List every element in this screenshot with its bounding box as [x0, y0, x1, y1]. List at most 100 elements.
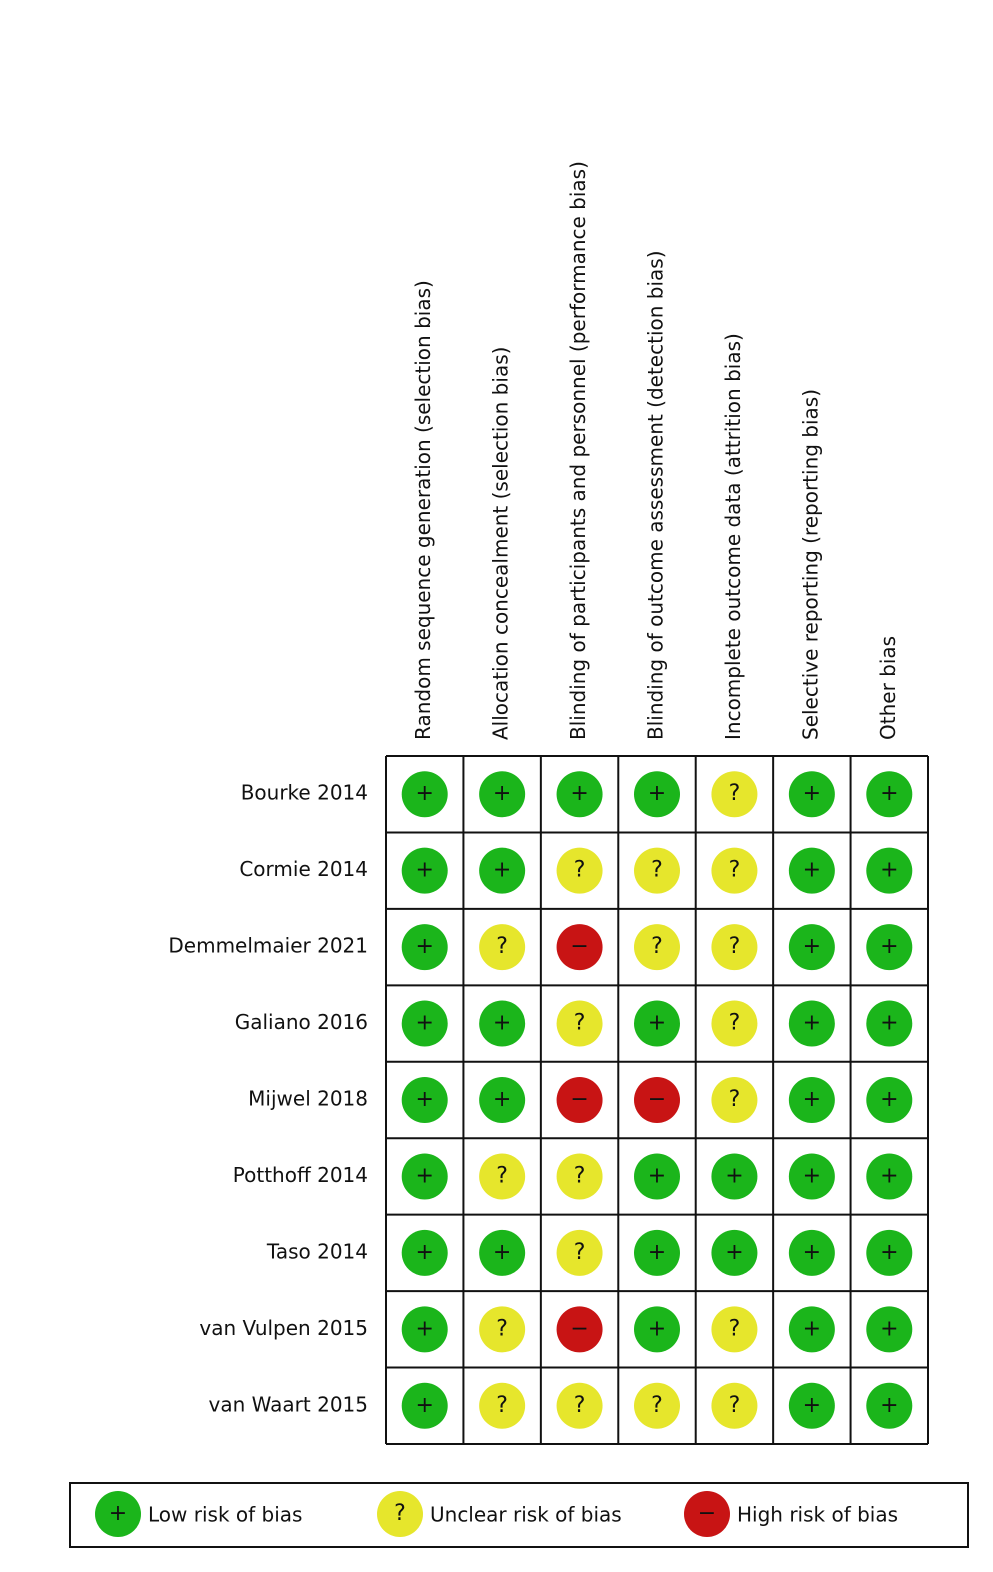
judgment-circle: [479, 1153, 526, 1200]
judgment-symbol: ?: [496, 1163, 508, 1188]
judgment-symbol: +: [415, 1393, 433, 1418]
legend-symbol: +: [109, 1501, 127, 1526]
judgment-symbol: ?: [729, 934, 741, 959]
judgment-symbol: +: [803, 1393, 821, 1418]
study-name: Cormie 2014: [239, 857, 368, 881]
judgment-circle: [556, 847, 603, 894]
judgment-symbol: −: [570, 934, 588, 959]
judgment-symbol: ?: [651, 1393, 663, 1418]
study-name: van Waart 2015: [209, 1392, 368, 1416]
legend-label: Unclear risk of bias: [430, 1503, 622, 1527]
judgment-symbol: ?: [574, 858, 586, 883]
domain-header: Incomplete outcome data (attrition bias): [721, 333, 745, 740]
judgment-symbol: +: [415, 1011, 433, 1036]
judgment-circle: [479, 1229, 526, 1276]
judgment-circle: [634, 1229, 680, 1276]
judgment-circle: [401, 1000, 448, 1047]
judgment-circle: [401, 1382, 448, 1429]
judgment-symbol: +: [415, 1163, 433, 1188]
judgment-symbol: +: [725, 1240, 743, 1265]
judgment-symbol: +: [648, 1163, 666, 1188]
judgment-circle: [788, 1153, 835, 1200]
judgment-circle: [866, 1229, 913, 1276]
judgment-circle: [479, 847, 526, 894]
judgment-circle: [788, 1306, 835, 1353]
judgment-circle: [556, 924, 603, 971]
judgment-symbol: +: [880, 858, 898, 883]
judgment-symbol: ?: [729, 1011, 741, 1036]
judgment-symbol: +: [415, 1316, 433, 1341]
judgment-circle: [479, 1306, 526, 1353]
judgment-circle: [711, 1229, 758, 1276]
judgment-symbol: +: [803, 781, 821, 806]
judgment-circle: [788, 1077, 835, 1123]
judgment-circle: [479, 1077, 526, 1123]
judgment-circle: [556, 1153, 603, 1200]
judgment-symbol: +: [570, 781, 588, 806]
domain-header: Random sequence generation (selection bi…: [411, 280, 435, 740]
judgment-symbol: +: [648, 1316, 666, 1341]
judgment-circle: [634, 771, 680, 818]
judgment-circle: [634, 1306, 680, 1353]
judgment-symbol: +: [880, 781, 898, 806]
judgment-symbol: +: [415, 1087, 433, 1112]
judgment-circle: [866, 1077, 913, 1123]
judgment-symbol: ?: [729, 1393, 741, 1418]
judgment-circle: [556, 1306, 603, 1353]
judgment-symbol: +: [880, 1011, 898, 1036]
judgment-circle: [866, 1382, 913, 1429]
judgment-circle: [634, 1382, 680, 1429]
judgment-symbol: +: [880, 1393, 898, 1418]
judgment-symbol: +: [880, 1316, 898, 1341]
legend-symbol: −: [698, 1501, 716, 1526]
judgment-circle: [866, 1000, 913, 1047]
judgment-circle: [556, 1229, 603, 1276]
judgment-circle: [479, 924, 526, 971]
judgment-symbol: +: [803, 1163, 821, 1188]
judgment-symbol: +: [880, 1087, 898, 1112]
study-name: Potthoff 2014: [233, 1163, 368, 1187]
judgment-circle: [866, 1153, 913, 1200]
judgment-symbol: +: [415, 1240, 433, 1265]
judgment-symbol: ?: [496, 1316, 508, 1341]
judgment-circle: [711, 1306, 758, 1353]
judgment-symbol: +: [725, 1163, 743, 1188]
judgment-symbol: ?: [729, 858, 741, 883]
judgment-circle: [556, 1382, 603, 1429]
judgment-symbol: ?: [729, 1316, 741, 1341]
judgment-symbol: ?: [574, 1393, 586, 1418]
judgment-symbol: −: [648, 1087, 666, 1112]
judgment-circle: [479, 1000, 526, 1047]
study-name: Taso 2014: [266, 1239, 368, 1263]
judgment-symbol: ?: [651, 858, 663, 883]
judgment-symbol: ?: [574, 1163, 586, 1188]
judgment-circle: [711, 1382, 758, 1429]
judgment-symbol: ?: [496, 1393, 508, 1418]
domain-header: Allocation concealment (selection bias): [489, 347, 513, 740]
judgment-circle: [556, 1000, 603, 1047]
study-name: Mijwel 2018: [248, 1087, 368, 1111]
judgment-symbol: +: [415, 781, 433, 806]
judgment-circle: [711, 924, 758, 971]
judgment-circle: [788, 1382, 835, 1429]
judgment-circle: [401, 771, 448, 818]
judgment-circle: [401, 1153, 448, 1200]
judgment-symbol: +: [880, 934, 898, 959]
judgment-symbol: ?: [729, 1087, 741, 1112]
judgment-circle: [401, 1077, 448, 1123]
judgment-symbol: +: [803, 1087, 821, 1112]
judgment-symbol: +: [648, 1240, 666, 1265]
judgment-circle: [479, 771, 526, 818]
judgment-circle: [479, 1382, 526, 1429]
domain-header: Selective reporting (reporting bias): [798, 389, 822, 740]
judgment-symbol: ?: [496, 934, 508, 959]
domain-header: Blinding of outcome assessment (detectio…: [644, 250, 668, 740]
domain-header: Other bias: [876, 636, 900, 740]
judgment-circle: [866, 1306, 913, 1353]
judgment-symbol: ?: [651, 934, 663, 959]
judgment-circle: [788, 847, 835, 894]
judgment-symbol: +: [493, 1240, 511, 1265]
judgment-circle: [711, 771, 758, 818]
legend-label: High risk of bias: [737, 1503, 898, 1527]
